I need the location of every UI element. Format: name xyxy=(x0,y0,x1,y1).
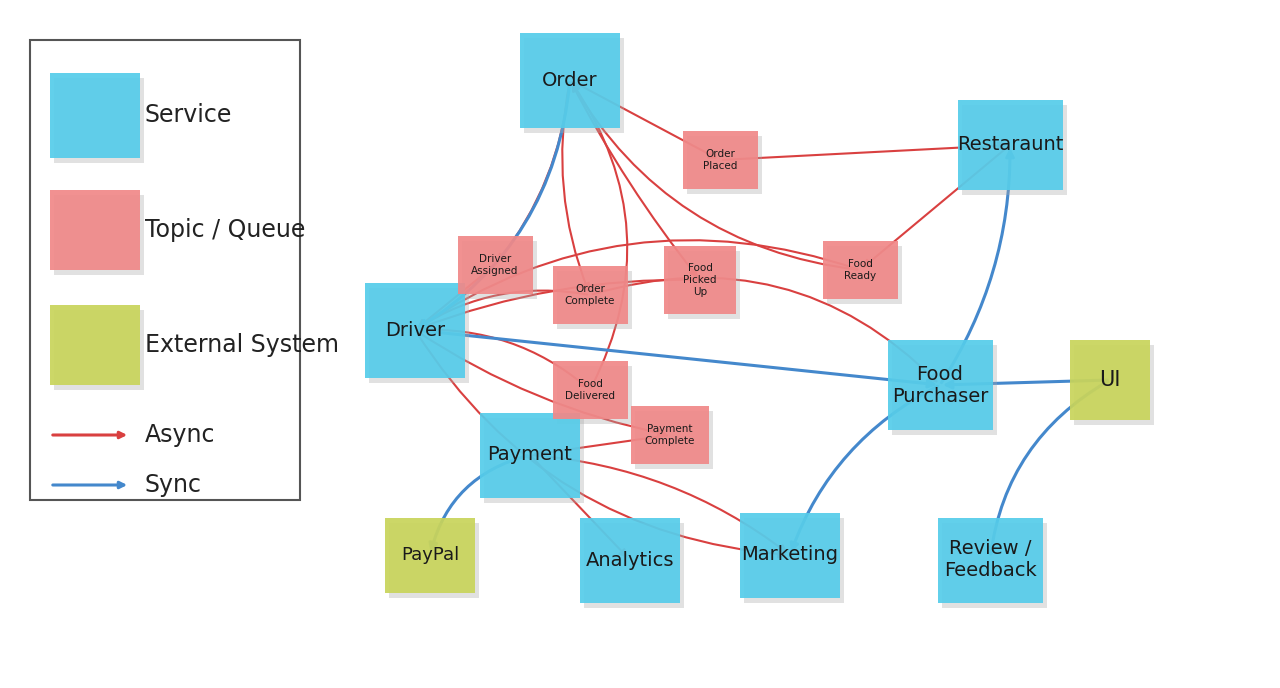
FancyBboxPatch shape xyxy=(937,517,1042,603)
FancyBboxPatch shape xyxy=(891,345,997,435)
FancyBboxPatch shape xyxy=(668,251,740,319)
Text: External System: External System xyxy=(145,333,339,357)
FancyArrowPatch shape xyxy=(946,380,1107,388)
Text: Async: Async xyxy=(145,423,215,447)
Text: Food
Picked
Up: Food Picked Up xyxy=(684,264,717,297)
FancyBboxPatch shape xyxy=(365,283,465,378)
Text: Driver
Assigned: Driver Assigned xyxy=(471,254,518,276)
FancyArrowPatch shape xyxy=(864,147,1007,267)
FancyBboxPatch shape xyxy=(744,517,844,603)
FancyArrowPatch shape xyxy=(532,455,786,552)
FancyArrowPatch shape xyxy=(791,386,937,549)
FancyArrowPatch shape xyxy=(420,290,588,327)
FancyArrowPatch shape xyxy=(562,83,589,290)
FancyBboxPatch shape xyxy=(557,366,631,424)
FancyBboxPatch shape xyxy=(462,241,536,299)
Text: UI: UI xyxy=(1100,370,1121,390)
FancyBboxPatch shape xyxy=(524,38,625,133)
FancyBboxPatch shape xyxy=(50,72,140,158)
FancyBboxPatch shape xyxy=(457,236,532,294)
Text: Service: Service xyxy=(145,103,233,127)
FancyBboxPatch shape xyxy=(557,271,631,329)
FancyArrowPatch shape xyxy=(723,142,1005,160)
FancyBboxPatch shape xyxy=(389,522,479,597)
FancyBboxPatch shape xyxy=(887,340,992,430)
Text: Food
Ready: Food Ready xyxy=(844,259,876,281)
Bar xyxy=(29,40,300,500)
Text: Payment
Complete: Payment Complete xyxy=(645,424,695,446)
FancyArrowPatch shape xyxy=(430,455,527,549)
FancyBboxPatch shape xyxy=(553,266,627,324)
FancyArrowPatch shape xyxy=(420,83,570,327)
FancyArrowPatch shape xyxy=(417,330,934,387)
FancyBboxPatch shape xyxy=(942,522,1047,608)
FancyBboxPatch shape xyxy=(827,246,901,304)
FancyArrowPatch shape xyxy=(942,151,1014,383)
FancyBboxPatch shape xyxy=(664,246,736,314)
Text: Food
Purchaser: Food Purchaser xyxy=(892,365,988,405)
FancyBboxPatch shape xyxy=(1070,340,1149,420)
FancyArrowPatch shape xyxy=(988,381,1107,554)
FancyBboxPatch shape xyxy=(584,522,684,608)
FancyBboxPatch shape xyxy=(961,105,1066,195)
Text: Food
Delivered: Food Delivered xyxy=(564,379,614,401)
FancyArrowPatch shape xyxy=(571,83,696,276)
FancyArrowPatch shape xyxy=(572,81,716,158)
Text: Payment: Payment xyxy=(488,446,572,464)
FancyArrowPatch shape xyxy=(416,332,785,557)
FancyArrowPatch shape xyxy=(532,457,626,557)
Text: Restaraunt: Restaraunt xyxy=(957,136,1064,155)
Text: PayPal: PayPal xyxy=(401,546,460,564)
FancyBboxPatch shape xyxy=(54,195,143,275)
FancyBboxPatch shape xyxy=(480,413,580,497)
FancyArrowPatch shape xyxy=(593,278,937,381)
FancyBboxPatch shape xyxy=(1074,345,1155,425)
FancyBboxPatch shape xyxy=(484,418,584,502)
FancyArrowPatch shape xyxy=(572,85,858,270)
Text: Analytics: Analytics xyxy=(586,550,675,570)
FancyArrowPatch shape xyxy=(417,330,586,387)
FancyBboxPatch shape xyxy=(740,513,840,597)
Text: Driver: Driver xyxy=(385,321,445,339)
FancyBboxPatch shape xyxy=(54,310,143,390)
FancyArrowPatch shape xyxy=(420,280,698,329)
Text: Order
Complete: Order Complete xyxy=(564,284,616,305)
Text: Marketing: Marketing xyxy=(741,546,838,564)
FancyArrowPatch shape xyxy=(535,436,667,457)
Text: Order
Placed: Order Placed xyxy=(703,149,737,171)
FancyBboxPatch shape xyxy=(369,288,468,383)
FancyBboxPatch shape xyxy=(520,32,620,127)
FancyBboxPatch shape xyxy=(553,361,627,419)
FancyArrowPatch shape xyxy=(573,84,627,387)
Text: Order: Order xyxy=(543,70,598,89)
FancyBboxPatch shape xyxy=(385,517,475,592)
FancyBboxPatch shape xyxy=(635,411,713,469)
FancyBboxPatch shape xyxy=(957,100,1062,190)
Text: Sync: Sync xyxy=(145,473,202,497)
FancyBboxPatch shape xyxy=(54,78,143,162)
FancyBboxPatch shape xyxy=(682,131,758,189)
FancyArrowPatch shape xyxy=(420,240,858,327)
FancyBboxPatch shape xyxy=(686,136,762,194)
FancyBboxPatch shape xyxy=(580,517,680,603)
FancyBboxPatch shape xyxy=(823,241,897,299)
FancyBboxPatch shape xyxy=(50,305,140,385)
Text: Topic / Queue: Topic / Queue xyxy=(145,218,306,242)
FancyBboxPatch shape xyxy=(631,406,709,464)
FancyBboxPatch shape xyxy=(50,190,140,270)
FancyArrowPatch shape xyxy=(498,83,570,261)
FancyArrowPatch shape xyxy=(419,267,493,327)
FancyArrowPatch shape xyxy=(417,332,666,436)
Text: Review /
Feedback: Review / Feedback xyxy=(943,539,1037,581)
